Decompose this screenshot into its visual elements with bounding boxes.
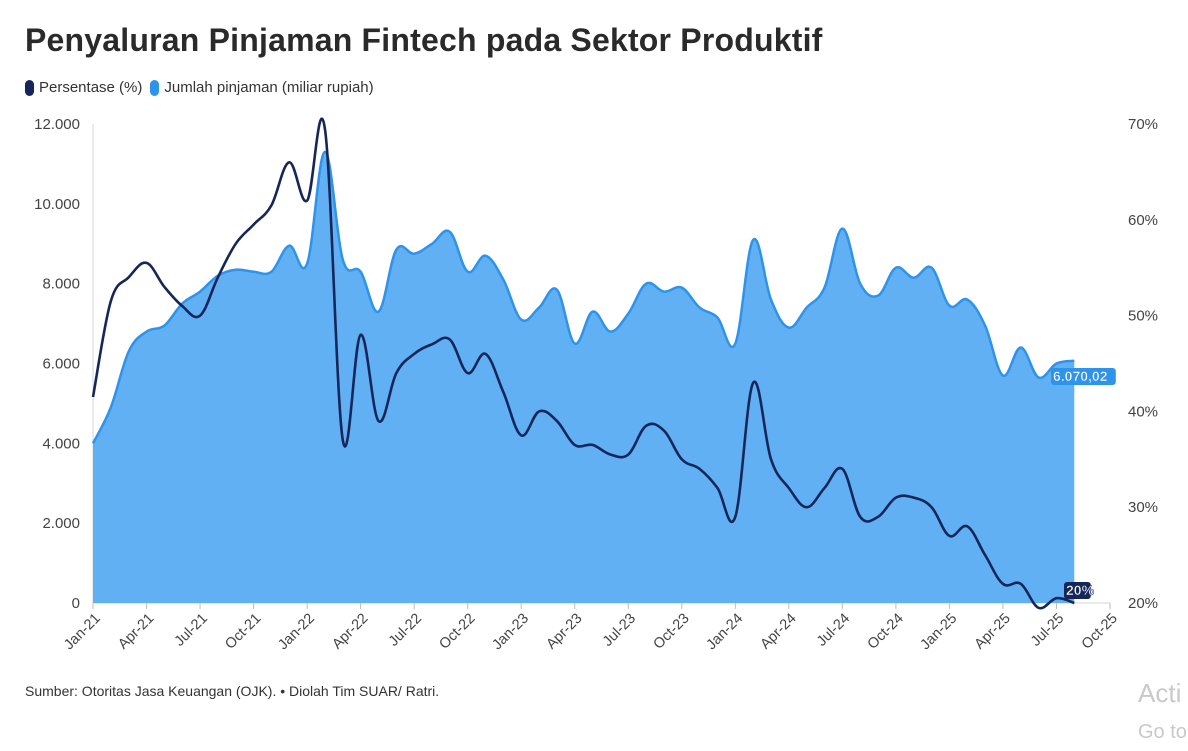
x-tick-label: Apr-25 (972, 611, 1014, 653)
y-right-tick-label: 20% (1128, 595, 1158, 612)
end-label-percentage-bg (1064, 582, 1091, 599)
x-tick-label: Jan-21 (61, 611, 104, 654)
legend-item-loan-amount[interactable]: Jumlah pinjaman (miliar rupiah) (150, 79, 374, 96)
x-tick-label: Jul-21 (172, 611, 211, 650)
chart-title: Penyaluran Pinjaman Fintech pada Sektor … (25, 22, 823, 58)
y-right-tick-label: 70% (1128, 116, 1158, 133)
x-tick-label: Jul-23 (600, 611, 639, 650)
os-activation-watermark-line1: Acti (1138, 678, 1182, 708)
legend-item-percentage[interactable]: Persentase (%) (25, 79, 142, 96)
x-tick-label: Jul-22 (386, 611, 425, 650)
x-tick-label: Apr-22 (329, 611, 371, 653)
legend-swatch-loan-amount (150, 79, 160, 96)
end-label-percentage-text: 20% (1066, 582, 1095, 598)
y-right-tick-label: 30% (1128, 499, 1158, 516)
source-note: Sumber: Otoritas Jasa Keuangan (OJK). • … (25, 683, 440, 699)
x-tick-label: Jul-25 (1028, 611, 1067, 650)
x-tick-label: Oct-24 (865, 611, 907, 653)
x-tick-label: Jan-23 (489, 611, 532, 654)
y-right-tick-label: 40% (1128, 403, 1158, 420)
y-right-tick-label: 60% (1128, 212, 1158, 229)
end-label-loan-amount-text: 6.070,02 (1053, 368, 1108, 384)
x-tick-label: Oct-23 (651, 611, 693, 653)
y-right-tick-label: 50% (1128, 308, 1158, 325)
end-label-percentage: 20% (1064, 582, 1095, 599)
series-line-percentage (91, 117, 1075, 610)
end-label-loan-amount-bg (1051, 368, 1116, 385)
x-tick-label: Oct-21 (222, 611, 264, 653)
legend-label-percentage: Persentase (%) (39, 79, 143, 96)
y-left-tick-label: 12.000 (34, 116, 80, 133)
x-tick-label: Apr-24 (758, 611, 800, 653)
x-tick-label: Oct-25 (1079, 611, 1121, 653)
series-area-loan-amount (93, 151, 1075, 603)
y-left-tick-label: 2.000 (42, 515, 80, 532)
x-tick-label: Oct-22 (436, 611, 478, 653)
x-tick-label: Apr-23 (543, 611, 585, 653)
y-left-tick-label: 8.000 (42, 276, 80, 293)
x-tick-label: Jul-24 (814, 611, 853, 650)
y-left-tick-label: 10.000 (34, 196, 80, 213)
end-label-loan-amount: 6.070,02 (1051, 368, 1116, 385)
legend-swatch-percentage (25, 79, 34, 96)
y-left-tick-label: 4.000 (42, 435, 80, 452)
x-tick-label: Jan-22 (275, 611, 318, 654)
x-tick-label: Jan-25 (918, 611, 961, 654)
os-activation-watermark-line2: Go to (1138, 721, 1187, 743)
series-area-loan-amount-edge (91, 150, 1075, 444)
x-tick-label: Jan-24 (703, 611, 746, 654)
legend-label-loan-amount: Jumlah pinjaman (miliar rupiah) (164, 79, 374, 96)
x-tick-label: Apr-21 (115, 611, 157, 653)
chart-legend: Persentase (%) Jumlah pinjaman (miliar r… (25, 79, 374, 96)
y-left-tick-label: 0 (72, 595, 80, 612)
y-left-tick-label: 6.000 (42, 356, 80, 373)
